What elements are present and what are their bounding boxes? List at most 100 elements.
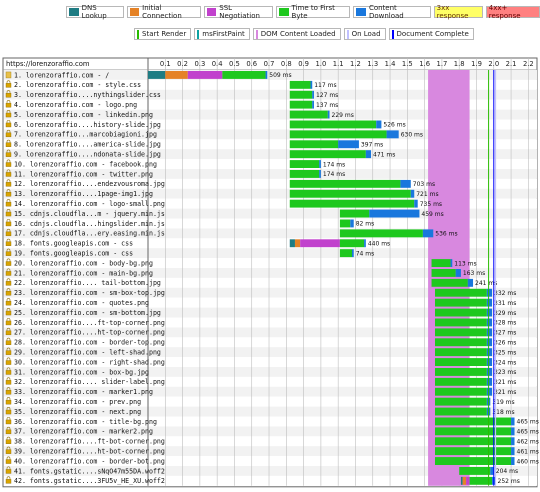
duration-label: 721 ms bbox=[416, 191, 438, 198]
legend-event-swatch-3 bbox=[346, 29, 349, 39]
lock-icon bbox=[5, 330, 12, 336]
bar-download bbox=[410, 189, 415, 198]
request-label: 9. lorenzoraffio....ndonata-slide.jpg bbox=[14, 150, 161, 158]
lock-icon bbox=[5, 390, 12, 395]
request-label: 10. lorenzoraffio.com - facebook.png bbox=[14, 160, 157, 168]
lock-icon-shackle bbox=[6, 238, 11, 242]
request-label: 23. lorenzoraffio.com - sm-box-top.jpg bbox=[14, 289, 165, 297]
bar-ttfb bbox=[289, 189, 411, 198]
legend-phase-5: 3xx response bbox=[433, 4, 483, 20]
legend-event-1: msFirstPaint bbox=[194, 28, 250, 40]
bar-download bbox=[486, 358, 493, 366]
legend-event-swatch-4 bbox=[391, 29, 394, 39]
x-tick-label: 1.3 bbox=[367, 60, 378, 68]
row-bg bbox=[4, 198, 537, 209]
duration-label: 703 ms bbox=[413, 181, 435, 188]
legend-phase-swatch-1 bbox=[129, 8, 140, 16]
lock-icon bbox=[5, 459, 12, 464]
duration-label: 471 ms bbox=[373, 151, 395, 158]
lock-icon-shackle bbox=[6, 347, 11, 351]
bar-dns bbox=[148, 71, 166, 79]
lock-icon bbox=[5, 320, 12, 326]
lock-icon bbox=[5, 142, 12, 147]
lock-icon bbox=[5, 360, 12, 365]
legend-phase-label-1: Initial Connection bbox=[142, 4, 182, 20]
bar-download bbox=[400, 179, 411, 188]
lock-icon bbox=[5, 399, 12, 405]
legend-event-swatch-2 bbox=[255, 29, 258, 39]
duration-label: 163 ms bbox=[463, 270, 485, 277]
legend-event-4: Document Complete bbox=[388, 28, 474, 40]
lock-icon-shackle bbox=[6, 308, 11, 312]
bar-ttfb bbox=[434, 407, 487, 416]
lock-icon-shackle bbox=[6, 278, 11, 282]
row-bg bbox=[4, 208, 537, 219]
duration-label: 174 ms bbox=[323, 171, 345, 178]
bar-download bbox=[319, 170, 321, 178]
bar-ttfb bbox=[434, 447, 512, 456]
bar-ttfb bbox=[339, 239, 365, 248]
row-bg bbox=[4, 317, 537, 328]
request-label: 27. lorenzoraffio....ht-top-corner.png bbox=[14, 329, 165, 337]
x-tick-label: 1.1 bbox=[333, 60, 344, 68]
request-label: 35. lorenzoraffio.com - next.png bbox=[14, 408, 141, 416]
bar-ttfb bbox=[289, 80, 311, 89]
bar-download bbox=[352, 249, 354, 258]
lock-icon-shackle bbox=[6, 219, 11, 222]
lock-icon-shackle bbox=[6, 120, 11, 123]
legend-phase-label-0: DNS Lookup bbox=[81, 4, 107, 20]
request-label: 36. lorenzoraffio.com - title-bg.png bbox=[14, 418, 157, 426]
lock-icon-shackle bbox=[6, 417, 11, 420]
bar-ttfb bbox=[434, 377, 487, 386]
lock-icon-shackle bbox=[6, 298, 11, 302]
row-bg bbox=[4, 436, 537, 447]
duration-label: 440 ms bbox=[368, 240, 390, 247]
bar-ttfb bbox=[434, 358, 487, 366]
bar-ttfb bbox=[434, 298, 487, 307]
duration-label: 241 ms bbox=[475, 280, 497, 287]
bar-ttfb bbox=[434, 417, 512, 426]
legend-phase-4: Content Download bbox=[353, 4, 431, 20]
duration-label: 324 ms bbox=[494, 359, 516, 366]
row-bg bbox=[4, 277, 537, 288]
request-label: 15. cdnjs.cloudfla...m - jquery.min.js bbox=[14, 210, 165, 218]
bar-ttfb bbox=[289, 90, 313, 99]
lock-icon-shackle bbox=[6, 318, 11, 321]
bar-connect bbox=[462, 476, 467, 485]
x-tick-label: 1.4 bbox=[385, 60, 396, 68]
legend-event-label-1: msFirstPaint bbox=[202, 30, 245, 38]
duration-label: 252 ms bbox=[498, 478, 520, 485]
row-bg bbox=[4, 258, 537, 268]
request-label: 1. lorenzoraffio.com - / bbox=[14, 71, 109, 79]
bar-download bbox=[486, 318, 493, 327]
bar-ttfb bbox=[434, 387, 487, 396]
duration-label: 509 ms bbox=[269, 72, 291, 79]
lock-icon-shackle bbox=[6, 159, 11, 163]
row-bg bbox=[4, 119, 537, 130]
duration-label: 461 ms bbox=[517, 448, 539, 455]
row-bg bbox=[4, 218, 537, 229]
duration-label: 460 ms bbox=[517, 458, 539, 465]
x-tick-label: 1.9 bbox=[471, 60, 482, 68]
bar-download bbox=[511, 437, 515, 446]
lock-icon bbox=[5, 201, 12, 207]
row-bg bbox=[4, 139, 537, 150]
lock-icon-shackle bbox=[6, 90, 11, 94]
row-bg bbox=[4, 248, 537, 259]
duration-label: 117 ms bbox=[314, 82, 336, 89]
duration-label: 397 ms bbox=[361, 141, 383, 148]
request-label: 5. lorenzoraffio.com - linkedin.png bbox=[14, 111, 153, 119]
request-label: 34. lorenzoraffio.com - prev.png bbox=[14, 398, 141, 406]
request-label: 24. lorenzoraffio.com - quotes.png bbox=[14, 299, 149, 307]
lock-icon-shackle bbox=[6, 407, 11, 411]
url-header: https://lorenzoraffio.com bbox=[6, 60, 90, 68]
lock-icon-shackle bbox=[6, 228, 11, 232]
lock-icon-shackle bbox=[6, 337, 11, 341]
row-bg bbox=[4, 396, 537, 407]
bar-download bbox=[319, 160, 321, 168]
lock-icon bbox=[5, 340, 12, 345]
lock-icon-shackle bbox=[6, 139, 11, 143]
x-tick-label: 1.8 bbox=[454, 60, 465, 68]
